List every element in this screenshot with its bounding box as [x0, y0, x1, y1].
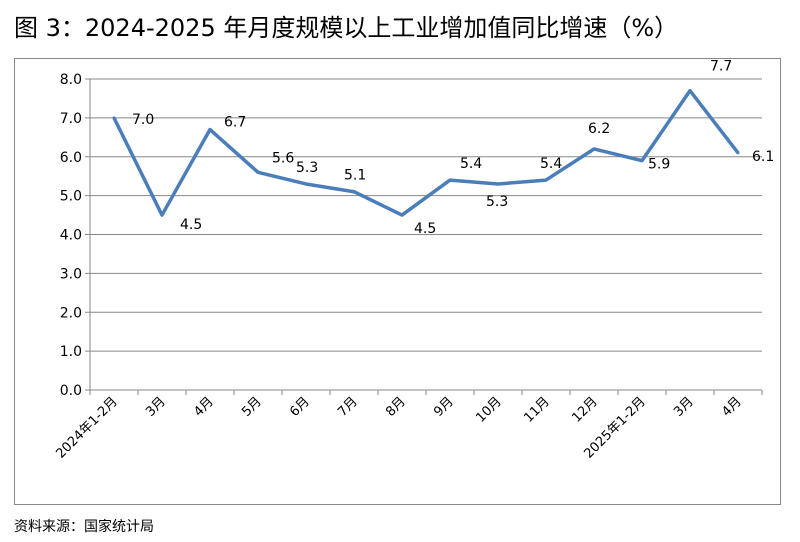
data-point	[496, 182, 500, 186]
y-tick-label: 7.0	[60, 111, 82, 127]
x-tick-label: 11月	[521, 394, 552, 425]
data-point	[592, 147, 596, 151]
data-label: 6.1	[752, 149, 774, 165]
data-label: 5.1	[344, 168, 366, 184]
x-tick-label: 4月	[191, 394, 217, 420]
chart-title: 图 3：2024-2025 年月度规模以上工业增加值同比增速（%）	[14, 14, 679, 42]
data-point	[256, 170, 260, 174]
y-tick-label: 8.0	[60, 72, 82, 88]
data-label: 6.2	[588, 121, 610, 137]
y-tick-label: 4.0	[60, 228, 82, 244]
data-label: 5.6	[272, 150, 294, 166]
data-label: 7.7	[710, 59, 732, 75]
data-point	[400, 213, 404, 217]
x-tick-label: 7月	[335, 394, 361, 420]
data-point	[304, 182, 308, 186]
data-point	[160, 213, 164, 217]
data-point	[736, 151, 740, 155]
data-label: 5.3	[296, 160, 318, 176]
x-tick-label: 6月	[287, 394, 313, 420]
data-label: 4.5	[414, 221, 436, 237]
data-point	[544, 178, 548, 182]
data-label: 6.7	[224, 115, 246, 131]
source-note: 资料来源：国家统计局	[14, 519, 154, 535]
data-label: 5.4	[540, 156, 562, 172]
data-point	[688, 89, 692, 93]
x-tick-label: 3月	[143, 394, 169, 420]
data-point	[112, 116, 116, 120]
y-tick-label: 1.0	[60, 344, 82, 360]
x-tick-label: 5月	[239, 394, 265, 420]
data-label: 4.5	[180, 217, 202, 233]
x-tick-label: 2024年1-2月	[53, 394, 120, 461]
x-tick-label: 4月	[719, 394, 745, 420]
x-tick-label: 12月	[569, 394, 600, 425]
x-tick-label: 9月	[431, 394, 457, 420]
y-tick-label: 3.0	[60, 266, 82, 282]
data-label: 5.3	[486, 194, 508, 210]
data-label: 5.9	[648, 157, 670, 173]
y-tick-label: 2.0	[60, 305, 82, 321]
data-point	[208, 128, 212, 132]
y-tick-label: 5.0	[60, 189, 82, 205]
y-tick-label: 0.0	[60, 383, 82, 399]
x-tick-label: 8月	[383, 394, 409, 420]
x-tick-label: 3月	[671, 394, 697, 420]
data-point	[352, 190, 356, 194]
series-line	[112, 88, 740, 217]
data-label: 7.0	[132, 112, 154, 128]
data-label: 5.4	[460, 156, 482, 172]
x-tick-label: 10月	[473, 394, 504, 425]
data-point	[640, 159, 644, 163]
y-tick-label: 6.0	[60, 150, 82, 166]
chart-frame	[14, 58, 781, 505]
data-point	[448, 178, 452, 182]
